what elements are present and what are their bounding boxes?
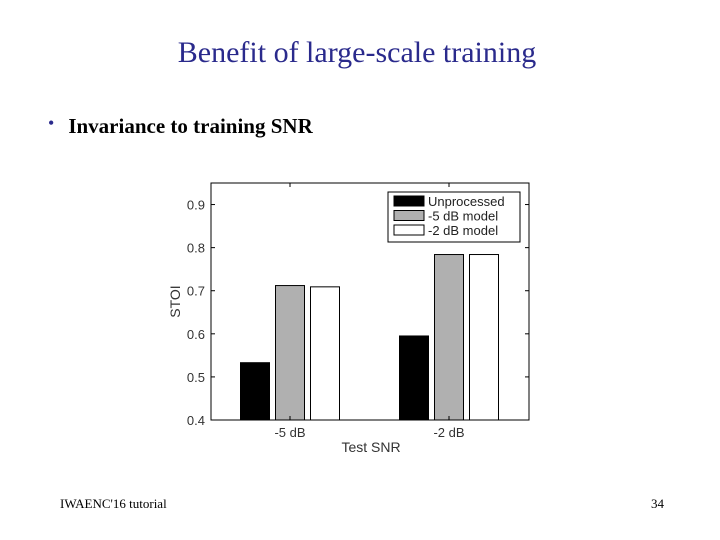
y-tick-label-2: 0.6 xyxy=(187,327,205,342)
legend-swatch-2 xyxy=(393,224,425,236)
bullet-dot-icon: • xyxy=(48,113,55,133)
x-tick-label-1: -2 dB xyxy=(433,425,464,440)
bullet-text: Invariance to training SNR xyxy=(68,114,313,138)
y-tick-label-4: 0.8 xyxy=(187,241,205,256)
bar-2-2 xyxy=(434,254,464,421)
page-number: 34 xyxy=(651,496,664,511)
x-axis-label: Test SNR xyxy=(341,439,400,455)
plot-frame xyxy=(210,182,530,421)
bars-layer xyxy=(240,254,499,421)
bar-2-1 xyxy=(275,285,305,421)
x-tick-label-0: -5 dB xyxy=(274,425,305,440)
footer-tutorial-label: IWAENC'16 tutorial xyxy=(60,496,167,511)
bar-3-1 xyxy=(310,286,340,421)
bullet-item: • Invariance to training SNR xyxy=(48,113,313,139)
y-tick-label-0: 0.4 xyxy=(187,413,205,428)
legend-label-0: Unprocessed xyxy=(428,194,505,209)
bar-1-1 xyxy=(240,362,270,421)
legend-swatch-0 xyxy=(393,195,425,207)
stoi-bar-chart: 0.4 0.5 0.6 0.7 0.8 0.9 -5 dB -2 dB STOI Test S… xyxy=(167,182,530,455)
y-tick-label-3: 0.7 xyxy=(187,284,205,299)
chart-container: 0.4 0.5 0.6 0.7 0.8 0.9 -5 dB -2 dB STOI Test S… xyxy=(167,182,530,455)
y-tick-label-5: 0.9 xyxy=(187,198,205,213)
legend-label-1: -5 dB model xyxy=(428,209,498,224)
y-axis-label: STOI xyxy=(167,285,183,317)
y-tick-label-1: 0.5 xyxy=(187,370,205,385)
bar-3-2 xyxy=(469,254,499,421)
bar-1-2 xyxy=(399,335,429,421)
legend: Unprocessed-5 dB model-2 dB model xyxy=(387,191,521,243)
legend-label-2: -2 dB model xyxy=(428,223,498,238)
ticks-layer: 0.4 0.5 0.6 0.7 0.8 0.9 -5 dB -2 dB xyxy=(187,183,529,440)
slide-title: Benefit of large-scale training xyxy=(177,36,537,69)
legend-swatch-1 xyxy=(393,210,425,221)
